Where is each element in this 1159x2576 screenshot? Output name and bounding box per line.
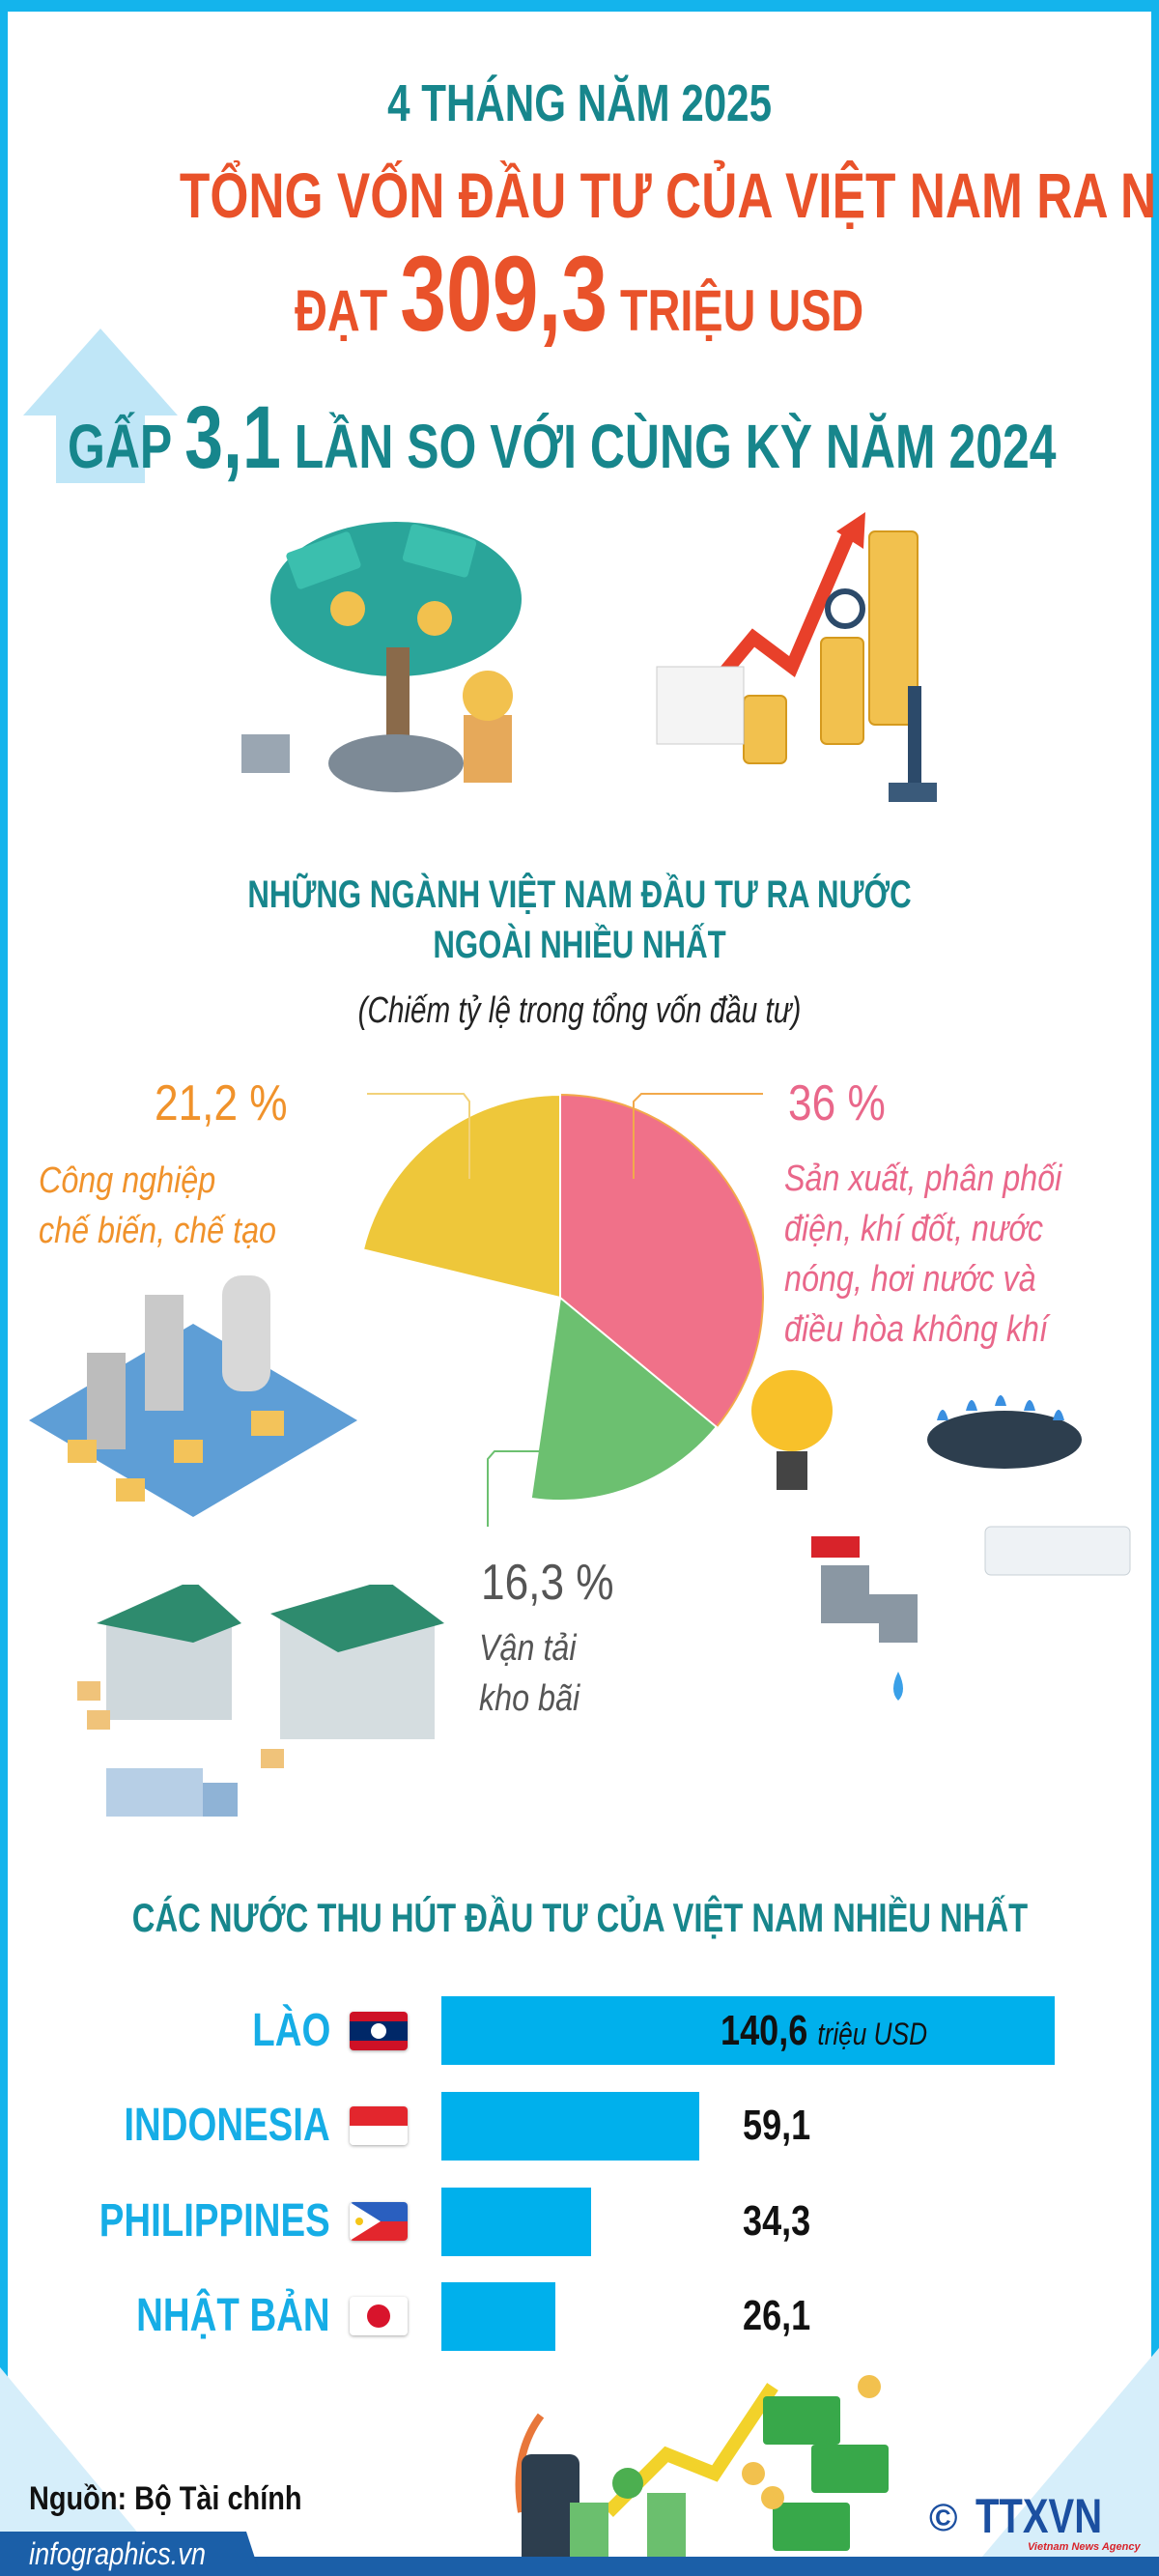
- philippines-flag-icon: [350, 2202, 408, 2241]
- bar-value-japan: 26,1: [743, 2292, 811, 2339]
- pie-label-manufacturing: Công nghiệp chế biến, chế tạo: [39, 1156, 276, 1256]
- pie-subtitle: (Chiếm tỷ lệ trong tổng vốn đầu tư): [0, 989, 1159, 1032]
- header-total: ĐẠT 309,3 TRIỆU USD: [0, 242, 1159, 364]
- pie-label-manufacturing-line: Công nghiệp: [39, 1160, 216, 1201]
- bar-value-philippines: 34,3: [743, 2197, 811, 2245]
- header-title: TỔNG VỐN ĐẦU TƯ CỦA VIỆT NAM RA NƯỚC NGO…: [0, 158, 1159, 232]
- pie-label-transport-line: Vận tải: [479, 1628, 577, 1669]
- total-value: 309,3: [400, 235, 608, 354]
- bar-label-laos: LÀO: [251, 2005, 330, 2056]
- pie-label-energy-line: điều hòa không khí: [784, 1309, 1048, 1350]
- website-badge: infographics.vn: [0, 2532, 261, 2576]
- pie-slice-transport: [529, 1296, 719, 1502]
- total-suffix: TRIỆU USD: [620, 278, 864, 343]
- bar-laos: [441, 1996, 1055, 2065]
- website-link[interactable]: infographics.vn: [29, 2536, 206, 2571]
- ttxvn-logo-subtitle: Vietnam News Agency: [1028, 2541, 1141, 2553]
- bar-unit-label: triệu USD: [817, 2017, 928, 2051]
- pie-label-energy-value: 36 %: [788, 1075, 886, 1131]
- utilities-illustration: [751, 1370, 1131, 1701]
- pie-slice-manufacturing: [361, 1093, 561, 1300]
- money-tree-illustration: [241, 522, 522, 792]
- pie-label-transport: Vận tải kho bãi: [479, 1623, 580, 1724]
- total-prefix: ĐẠT: [295, 278, 388, 343]
- indonesia-flag-icon: [350, 2106, 408, 2145]
- bottom-background-shapes: [0, 2348, 1159, 2576]
- up-arrow-icon: [23, 329, 178, 483]
- pie-title-text: NHỮNG NGÀNH VIỆT NAM ĐẦU TƯ RA NƯỚC NGOÀ…: [247, 873, 912, 966]
- growth-suffix: LẦN SO VỚI CÙNG KỲ NĂM 2024: [294, 412, 1057, 481]
- pie-label-energy-line: Sản xuất, phân phối: [784, 1159, 1062, 1199]
- warehouse-illustration: [77, 1585, 444, 1817]
- pie-title: NHỮNG NGÀNH VIỆT NAM ĐẦU TƯ RA NƯỚC NGOÀ…: [0, 870, 1159, 970]
- pie-label-manufacturing-line: chế biến, chế tạo: [39, 1211, 277, 1251]
- frame-border-right: [1151, 0, 1159, 2576]
- pie-subtitle-text: (Chiếm tỷ lệ trong tổng vốn đầu tư): [357, 990, 802, 1031]
- bar-chart-title-text: CÁC NƯỚC THU HÚT ĐẦU TƯ CỦA VIỆT NAM NHI…: [131, 1895, 1028, 1940]
- pie-label-transport-line: kho bãi: [479, 1678, 580, 1719]
- pie-label-manufacturing-value: 21,2 %: [155, 1075, 288, 1131]
- factory-illustration: [29, 1275, 357, 1517]
- bar-label-philippines: PHILIPPINES: [99, 2195, 330, 2247]
- bar-value-laos-number: 140,6: [721, 2007, 808, 2054]
- ttxvn-logo: TTXVN: [975, 2489, 1103, 2543]
- pie-label-energy: Sản xuất, phân phối điện, khí đốt, nước …: [784, 1154, 1061, 1355]
- header-period: 4 THÁNG NĂM 2025: [0, 73, 1159, 133]
- bar-indonesia: [441, 2092, 699, 2161]
- bar-value-laos: 140,6 triệu USD: [721, 2006, 927, 2059]
- copyright-symbol: ©: [929, 2497, 958, 2539]
- footer-bar: [0, 2557, 1159, 2576]
- japan-flag-icon: [350, 2297, 408, 2335]
- source-note: Nguồn: Bộ Tài chính: [29, 2480, 302, 2517]
- bar-value-indonesia: 59,1: [743, 2102, 811, 2149]
- pie-label-transport-value: 16,3 %: [481, 1555, 614, 1611]
- handshake-money-illustration: [515, 2375, 889, 2570]
- bar-label-japan: NHẬT BẢN: [136, 2290, 330, 2341]
- pie-label-energy-line: điện, khí đốt, nước: [784, 1209, 1044, 1249]
- growth-line: GẤP 3,1 LẦN SO VỚI CÙNG KỲ NĂM 2024: [68, 393, 1057, 490]
- frame-border-top: [0, 0, 1159, 12]
- pie-label-energy-line: nóng, hơi nước và: [784, 1259, 1036, 1300]
- bar-japan: [441, 2282, 555, 2351]
- growth-prefix: GẤP: [68, 412, 172, 481]
- bar-chart-title: CÁC NƯỚC THU HÚT ĐẦU TƯ CỦA VIỆT NAM NHI…: [0, 1894, 1159, 1942]
- header-period-text: 4 THÁNG NĂM 2025: [387, 74, 772, 132]
- frame-border-left: [0, 0, 8, 2576]
- growth-value: 3,1: [184, 388, 281, 487]
- bar-label-indonesia: INDONESIA: [124, 2100, 330, 2151]
- bar-philippines: [441, 2188, 591, 2256]
- header-title-text: TỔNG VỐN ĐẦU TƯ CỦA VIỆT NAM RA NƯỚC NGO…: [179, 159, 1159, 231]
- growth-chart-illustration: [656, 512, 937, 802]
- laos-flag-icon: [350, 2012, 408, 2050]
